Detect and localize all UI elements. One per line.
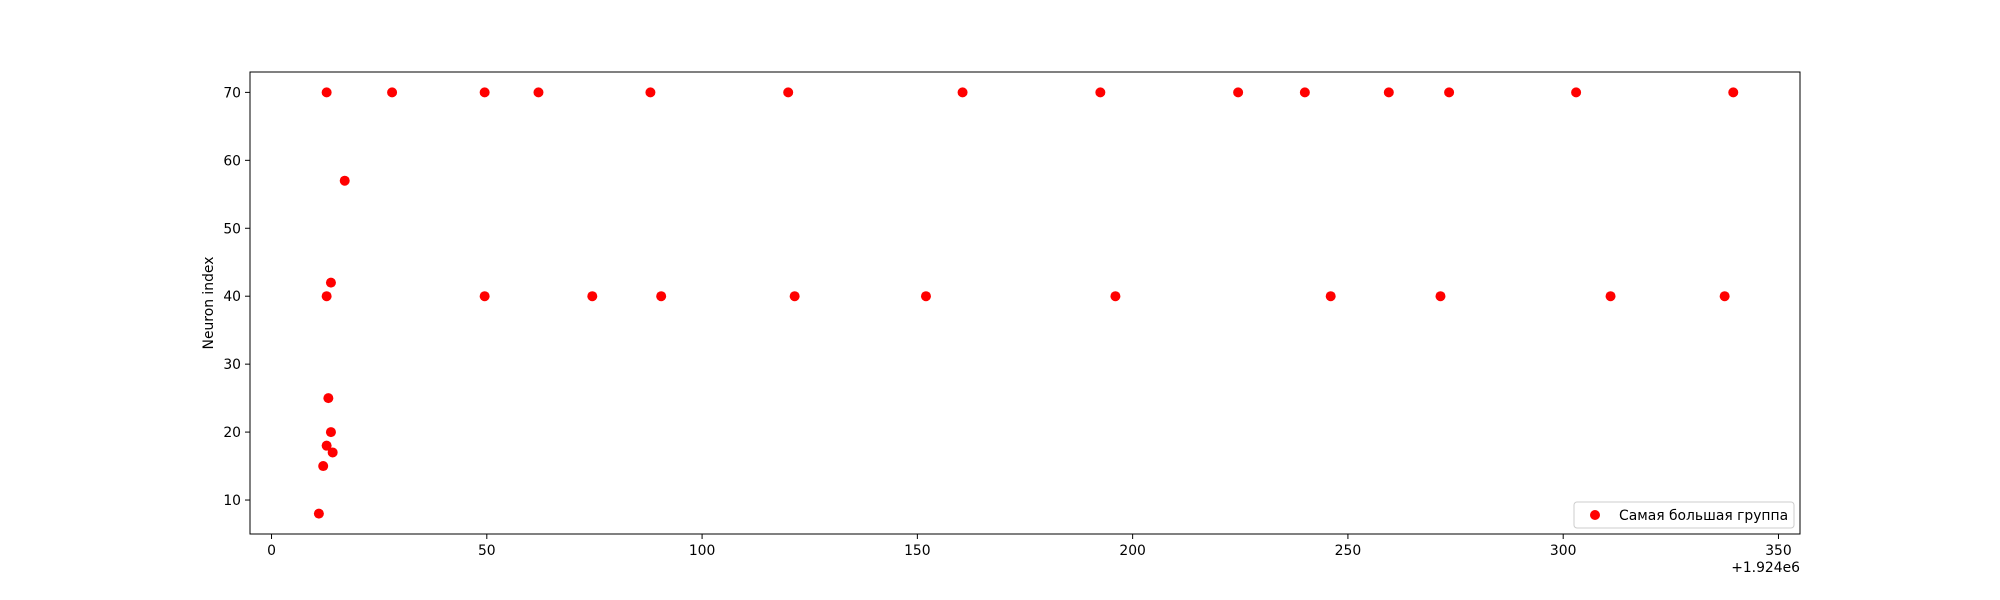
data-point xyxy=(479,87,490,98)
data-point xyxy=(783,87,794,98)
data-point xyxy=(1299,87,1310,98)
data-point xyxy=(325,277,336,288)
data-point xyxy=(321,440,332,451)
data-point xyxy=(1719,291,1730,302)
data-points xyxy=(313,87,1739,519)
x-offset-label: +1.924e6 xyxy=(1731,560,1800,576)
y-axis-label: Neuron index xyxy=(201,257,217,350)
y-tick-label: 70 xyxy=(223,85,241,101)
data-point xyxy=(656,291,667,302)
data-point xyxy=(645,87,656,98)
y-tick-label: 10 xyxy=(223,493,241,509)
x-tick-label: 100 xyxy=(689,543,716,559)
y-axis-ticks: 10 20 30 40 50 60 70 xyxy=(223,85,250,509)
data-point xyxy=(957,87,968,98)
data-point xyxy=(1571,87,1582,98)
x-tick-label: 200 xyxy=(1119,543,1146,559)
data-point xyxy=(920,291,931,302)
data-point xyxy=(321,291,332,302)
data-point xyxy=(318,461,329,472)
y-tick-label: 20 xyxy=(223,425,241,441)
legend-label: Самая большая группа xyxy=(1619,508,1788,524)
legend-marker xyxy=(1590,510,1600,520)
data-point xyxy=(313,508,324,519)
data-point xyxy=(321,87,332,98)
data-point xyxy=(1110,291,1121,302)
x-tick-label: 300 xyxy=(1550,543,1577,559)
y-tick-label: 30 xyxy=(223,357,241,373)
data-point xyxy=(327,447,338,458)
x-tick-label: 150 xyxy=(904,543,931,559)
legend-box xyxy=(1573,501,1795,529)
x-tick-label: 0 xyxy=(267,543,276,559)
y-tick-label: 40 xyxy=(223,289,241,305)
y-tick-label: 60 xyxy=(223,153,241,169)
data-point xyxy=(1728,87,1739,98)
data-point xyxy=(325,427,336,438)
data-point xyxy=(1325,291,1336,302)
plot-area xyxy=(250,72,1800,534)
data-point xyxy=(339,175,350,186)
data-point xyxy=(1605,291,1616,302)
data-point xyxy=(479,291,490,302)
y-tick-label: 50 xyxy=(223,221,241,237)
x-tick-label: 250 xyxy=(1335,543,1362,559)
data-point xyxy=(323,393,334,404)
data-point xyxy=(1435,291,1446,302)
data-point xyxy=(789,291,800,302)
x-tick-label: 50 xyxy=(478,543,496,559)
data-point xyxy=(1383,87,1394,98)
data-point xyxy=(533,87,544,98)
data-point xyxy=(587,291,598,302)
data-point xyxy=(387,87,398,98)
legend: Самая большая группа xyxy=(1573,501,1795,529)
data-point xyxy=(1444,87,1455,98)
plot-frame xyxy=(249,71,1801,535)
data-point xyxy=(1233,87,1244,98)
x-axis-ticks: 0 50 100 150 200 250 300 350 xyxy=(267,534,1792,559)
data-point xyxy=(1095,87,1106,98)
x-tick-label: 350 xyxy=(1765,543,1792,559)
